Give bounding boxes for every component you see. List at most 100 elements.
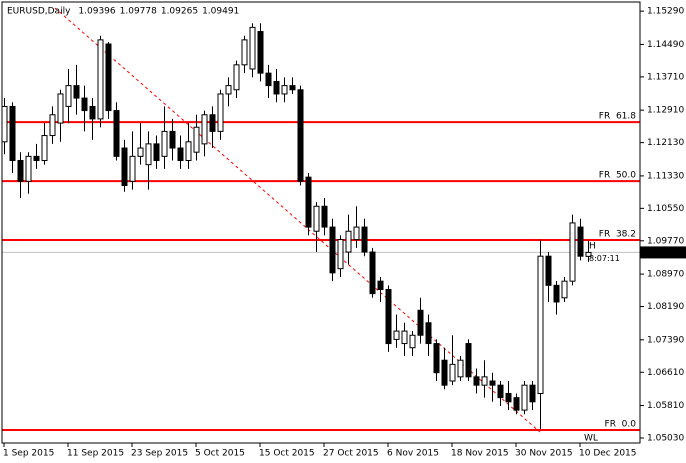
candle-body [577,226,584,257]
x-tick-label: 1 Sep 2015 [3,449,54,459]
candle-body [529,384,536,403]
candle-body [25,155,32,182]
candle-body [497,384,504,399]
candle-body [449,363,456,382]
bid-label: 1.09491 [647,248,684,258]
candle-body [329,226,336,274]
candle-body [481,376,488,386]
candle-body [161,130,168,157]
candle-body [441,359,448,386]
candle-body [489,380,496,386]
y-tick-label: 1.08970 [647,270,684,280]
x-tick-label: 10 Dec 2015 [579,449,637,459]
y-tick-label: 1.09770 [647,236,684,246]
candle-body [273,80,280,95]
x-tick-label: 11 Sep 2015 [67,449,124,459]
candle-body [201,114,208,145]
candle-body [113,110,120,157]
candle-body [153,143,160,162]
x-tick-label: 30 Nov 2015 [515,449,573,459]
candle-body [177,147,184,162]
candle-body [129,155,136,182]
chart-title: EURUSD,Daily [7,7,71,17]
y-tick-label: 1.11330 [647,171,684,181]
candle-body [385,288,392,345]
x-tick-label: 15 Oct 2015 [259,449,315,459]
candle-body [409,334,416,349]
y-tick-label: 1.05810 [647,401,684,411]
candle-body [465,343,472,378]
candle-body [49,114,56,137]
y-tick-label: 1.10550 [647,204,684,214]
candle-body [473,376,480,386]
candle-body [241,39,248,66]
marker-low: WL [584,434,598,444]
candle-body [121,147,128,186]
candle-body [313,205,320,232]
candle-body [265,72,272,87]
candle-body [545,255,552,286]
y-tick-label: 1.08190 [647,302,684,312]
x-tick-label: 27 Oct 2015 [323,449,379,459]
y-tick-label: 1.13710 [647,72,684,82]
candle-body [417,309,424,336]
bid-box [640,246,686,259]
y-tick-label: 1.07390 [647,335,684,345]
y-tick-label: 1.15290 [647,7,684,17]
candle-body [225,85,232,95]
candle-body [41,135,48,162]
candle-body [97,39,104,120]
candle-body [193,126,200,153]
candle-body [393,330,400,340]
header-value: 1.09396 [78,7,115,17]
candle-body [353,226,360,241]
candle-body [337,239,344,270]
x-tick-label: 5 Oct 2015 [195,449,245,459]
fib-label: FR 0.0 [605,420,637,430]
candle-body [17,160,24,182]
header-value: 1.09491 [202,7,239,17]
candle-body [33,155,40,162]
x-tick-label: 23 Sep 2015 [131,449,188,459]
candle-body [185,141,192,162]
y-tick-label: 1.05030 [647,434,684,444]
candle-body [1,105,8,143]
candle-body [233,64,240,91]
candle-body [361,226,368,253]
candle-body [297,89,304,182]
candle-body [257,31,264,74]
plot-frame [1,1,641,444]
candle-body [137,147,144,157]
candle-body [457,359,464,378]
candle-body [505,392,512,403]
timer: 8:07:11 [589,254,620,263]
candle-body [305,176,312,228]
candle-body [281,85,288,95]
fib-label: FR 50.0 [599,171,636,181]
candle-body [65,85,72,107]
candle-body [81,97,88,112]
header-value: 1.09265 [161,7,198,17]
candle-body [89,105,96,120]
candle-body [209,114,216,132]
candle-body [569,222,576,282]
candle-body [9,105,16,162]
candle-body [585,251,592,257]
fib-label: FR 38.2 [599,230,636,240]
marker-high: H [589,242,596,252]
candle-body [537,255,544,394]
candle-body [73,85,80,99]
candle-body [369,251,376,295]
candle-body [377,280,384,290]
y-tick-label: 1.06610 [647,368,684,378]
y-tick-label: 1.12130 [647,138,684,148]
fib-label: FR 61.8 [599,112,636,122]
candle-body [169,130,176,149]
candle-body [561,280,568,299]
candle-body [105,43,112,112]
candle-body [433,343,440,374]
y-tick-label: 1.14490 [647,40,684,50]
x-tick-label: 6 Nov 2015 [387,449,439,459]
y-tick-label: 1.12910 [647,106,684,116]
